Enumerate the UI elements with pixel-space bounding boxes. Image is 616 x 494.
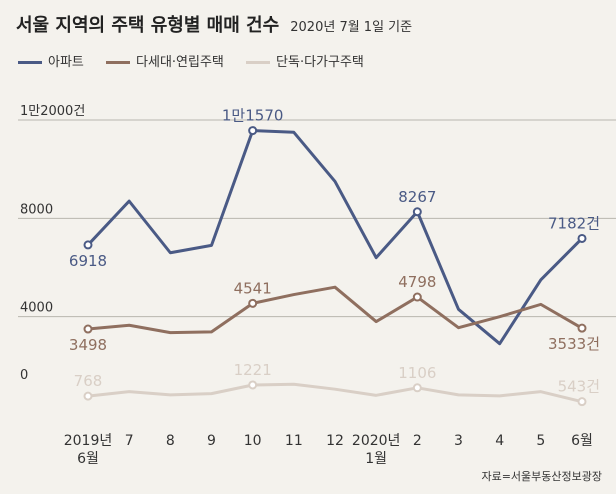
data-point-marker: [577, 323, 587, 333]
x-tick-label: 6월: [77, 451, 99, 467]
data-point-marker: [412, 292, 422, 302]
data-point-marker: [83, 391, 93, 401]
x-tick-label: 8: [166, 433, 175, 449]
legend-item-villa: 다세대·연립주택: [106, 51, 224, 70]
series-line-0: [86, 129, 584, 346]
x-tick-label: 12: [326, 433, 344, 449]
data-label: 543건: [558, 378, 600, 396]
data-point-marker: [248, 126, 258, 136]
legend-label-detached: 단독·다가구주택: [276, 55, 364, 70]
x-tick-label: 10: [244, 433, 262, 449]
y-tick-label: 1만2000건: [20, 104, 85, 119]
x-axis-labels: 2019년 6월 7 8 9 10 11 12 2020년 1월 2 3 4 5 6월: [64, 433, 593, 467]
x-tick-label: 1월: [365, 451, 387, 467]
data-point-markers: [83, 126, 587, 407]
chart-subtitle: 2020년 7월 1일 기준: [290, 20, 413, 35]
data-label: 4798: [398, 273, 436, 291]
data-point-marker: [577, 397, 587, 407]
source-note: 자료=서울부동산정보광장: [481, 470, 602, 483]
legend-item-apartment: 아파트: [18, 51, 84, 70]
data-label: 7182건: [548, 214, 600, 232]
chart-title: 서울 지역의 주택 유형별 매매 건수: [16, 15, 280, 36]
data-labels: 6918 1만1570 8267 7182건 3498 4541 4798 3533건 768 1…: [69, 107, 600, 396]
data-point-marker: [412, 383, 422, 393]
legend-item-detached: 단독·다가구주택: [246, 51, 364, 70]
x-tick-label: 9: [207, 433, 216, 449]
y-tick-label: 8000: [20, 202, 53, 217]
gridlines: [18, 119, 616, 318]
data-point-marker: [412, 207, 422, 217]
legend-swatch-villa: [106, 61, 131, 64]
data-point-marker: [83, 240, 93, 250]
data-label: 1221: [234, 361, 272, 379]
data-point-marker: [248, 380, 258, 390]
data-label: 8267: [398, 188, 436, 206]
data-point-marker: [577, 233, 587, 243]
data-label: 6918: [69, 252, 107, 270]
y-tick-label: 0: [20, 368, 28, 383]
legend-swatch-apartment: [18, 61, 42, 64]
data-label: 3498: [69, 336, 107, 354]
x-tick-label: 4: [495, 433, 504, 449]
data-label: 1106: [398, 364, 436, 382]
x-tick-label: 2: [413, 433, 422, 449]
legend-swatch-detached: [246, 61, 271, 64]
data-label: 768: [74, 372, 103, 390]
x-tick-label: 6월: [571, 433, 593, 449]
series-line-2: [87, 382, 583, 404]
series-lines: [86, 129, 584, 404]
x-tick-label: 11: [285, 433, 303, 449]
data-point-marker: [248, 298, 258, 308]
legend-label-villa: 다세대·연립주택: [136, 55, 224, 70]
data-point-marker: [83, 324, 93, 334]
legend-label-apartment: 아파트: [48, 55, 84, 70]
data-label: 3533건: [548, 335, 600, 353]
x-tick-label: 5: [536, 433, 545, 449]
legend: 아파트 다세대·연립주택 단독·다가구주택: [18, 51, 382, 70]
x-tick-label: 2020년: [352, 433, 401, 449]
data-label: 4541: [234, 279, 272, 297]
x-tick-label: 7: [125, 433, 134, 449]
x-tick-label: 2019년: [64, 433, 113, 449]
y-axis-labels: 0 4000 8000 1만2000건: [20, 104, 85, 383]
x-tick-label: 3: [454, 433, 463, 449]
chart-title-block: 서울 지역의 주택 유형별 매매 건수 2020년 7월 1일 기준: [16, 11, 412, 37]
data-label: 1만1570: [222, 107, 284, 125]
series-line-1: [87, 285, 583, 335]
y-tick-label: 4000: [20, 301, 53, 316]
